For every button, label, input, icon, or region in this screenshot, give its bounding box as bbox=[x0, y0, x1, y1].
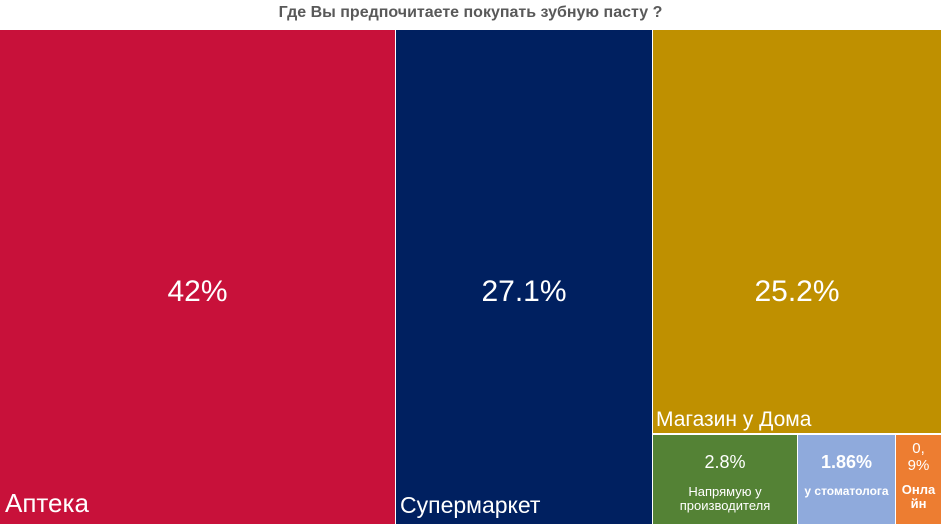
tile-label-dentist: у стоматолога bbox=[804, 484, 889, 498]
tile-label-online: Онлайн bbox=[901, 482, 936, 512]
tile-apteka: 42% Аптека bbox=[0, 30, 395, 524]
tile-label-apteka: Аптека bbox=[5, 488, 89, 519]
tile-label-manufacturer: Напрямую у производителя bbox=[679, 484, 771, 514]
tile-value-dentist: 1.86% bbox=[820, 452, 873, 472]
tile-value-manufacturer: 2.8% bbox=[704, 452, 746, 472]
tile-magazin: 25.2% Магазин у Дома bbox=[653, 30, 941, 433]
tile-manufacturer: 2.8% Напрямую у производителя bbox=[653, 435, 797, 524]
tile-value-apteka: 42% bbox=[167, 275, 228, 308]
tile-online: 0,9% Онлайн bbox=[896, 435, 941, 524]
tile-label-magazin: Магазин у Дома bbox=[656, 407, 812, 431]
tile-label-supermarket: Супермаркет bbox=[400, 491, 541, 518]
tile-supermarket: 27.1% Супермаркет bbox=[396, 30, 652, 524]
tile-value-magazin: 25.2% bbox=[754, 275, 840, 308]
tile-value-online: 0,9% bbox=[907, 440, 930, 474]
tile-value-supermarket: 27.1% bbox=[481, 275, 567, 308]
tile-dentist: 1.86% у стоматолога bbox=[798, 435, 895, 524]
chart-title: Где Вы предпочитаете покупать зубную пас… bbox=[278, 4, 663, 21]
